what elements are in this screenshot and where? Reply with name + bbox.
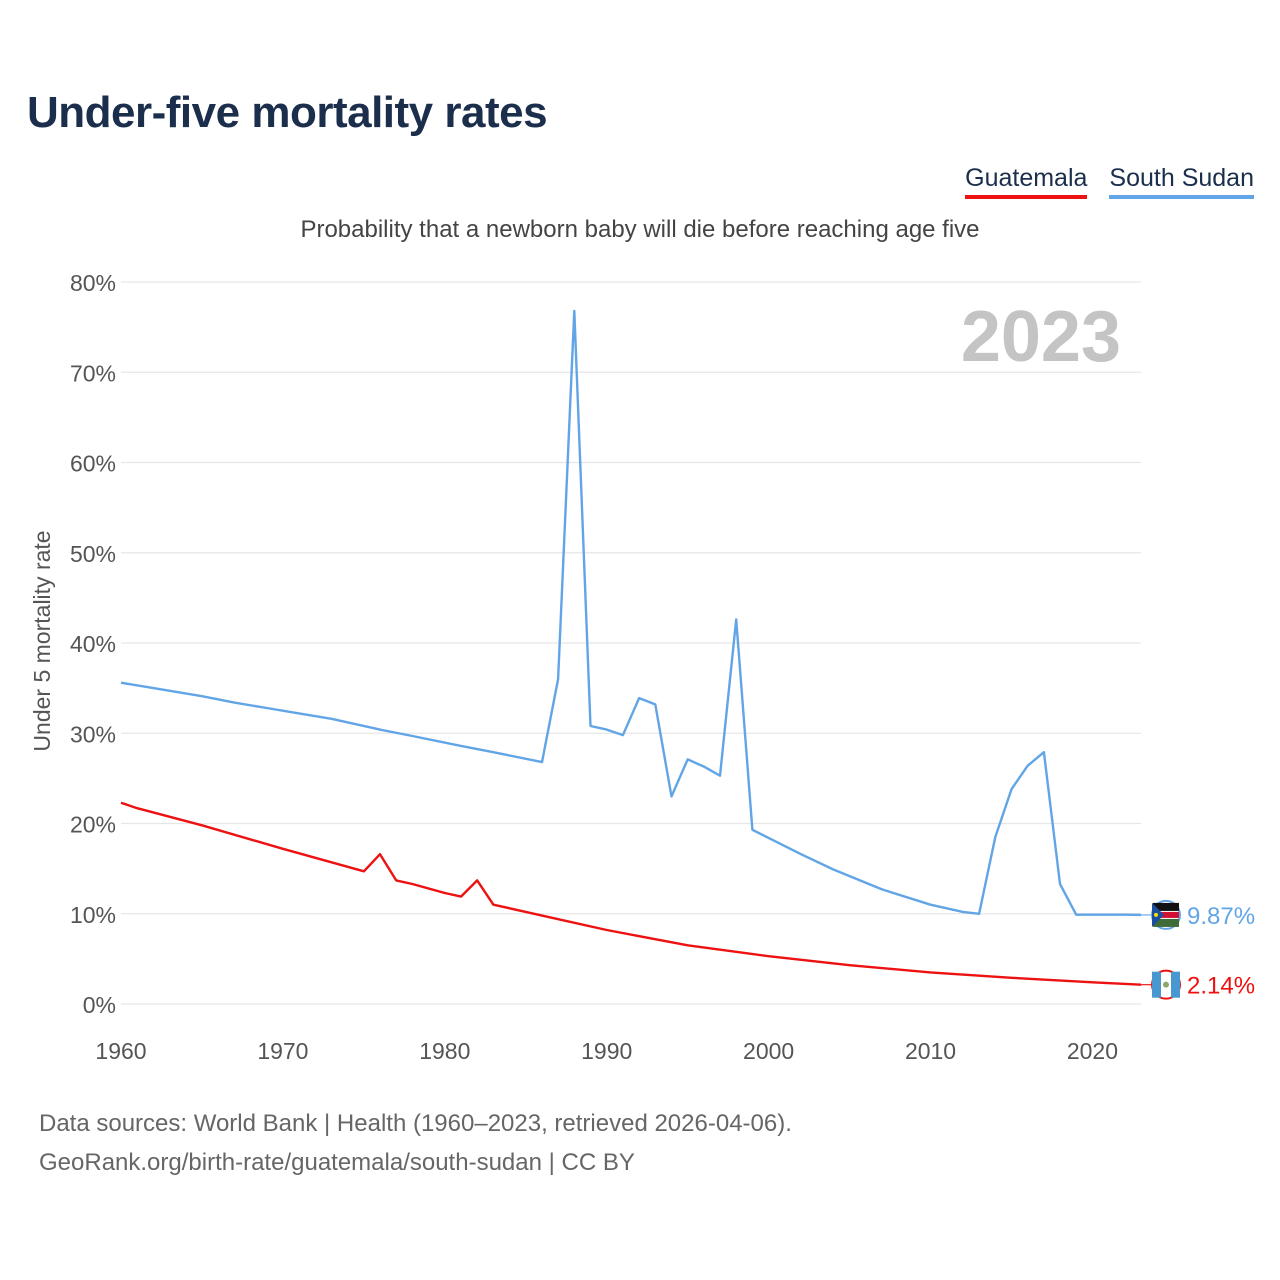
y-tick-label: 10%: [70, 902, 116, 928]
source-line-1: Data sources: World Bank | Health (1960–…: [39, 1110, 792, 1137]
series-line-guatemala: [120, 801, 1142, 986]
x-tick-label: 2000: [743, 1038, 794, 1064]
chart-subtitle: Probability that a newborn baby will die…: [300, 216, 980, 243]
legend: Guatemala South Sudan: [965, 164, 1254, 199]
legend-item-south-sudan[interactable]: South Sudan: [1109, 164, 1254, 199]
chart-title: Under-five mortality rates: [27, 88, 548, 137]
y-tick-label: 20%: [70, 812, 116, 838]
x-axis-tick-labels: 1960 1970 1980 1990 2000 2010 2020: [95, 1038, 1118, 1064]
gridlines: [121, 281, 1141, 1005]
flag-star: [1154, 912, 1158, 917]
y-tick-label: 70%: [70, 360, 116, 386]
y-tick-label: 80%: [70, 270, 116, 296]
y-axis-tick-labels: 0% 10% 20% 30% 40% 50% 60% 70% 80%: [70, 270, 116, 1018]
y-tick-label: 40%: [70, 631, 116, 657]
line-chart: 0%10%20%30%40%50%60%70%80% 1960 1970 1980 1…: [29, 270, 1255, 1064]
x-tick-label: 1990: [581, 1038, 632, 1064]
flag-stripe: [1153, 911, 1179, 918]
series-line-south-sudan: [120, 309, 1142, 917]
x-tick-label: 2020: [1067, 1038, 1118, 1064]
y-tick-label: 0%: [83, 992, 116, 1018]
end-marker-south-sudan: 9.87%: [1135, 899, 1255, 930]
flag-stripe: [1153, 902, 1179, 911]
flag-emblem: [1163, 981, 1169, 988]
end-value-label-guatemala: 2.14%: [1187, 973, 1255, 1000]
end-value-label-south-sudan: 9.87%: [1187, 903, 1255, 930]
end-marker-guatemala: 2.14%: [1135, 969, 1255, 1000]
flag-stripe: [1152, 971, 1161, 998]
x-tick-label: 1960: [95, 1038, 146, 1064]
source-note: Data sources: World Bank | Health (1960–…: [39, 1104, 792, 1182]
y-tick-label: 30%: [70, 721, 116, 747]
x-tick-label: 1970: [257, 1038, 308, 1064]
series-lines: [120, 309, 1142, 986]
x-tick-label: 1980: [419, 1038, 470, 1064]
flag-stripe: [1153, 918, 1179, 927]
source-line-2[interactable]: GeoRank.org/birth-rate/guatemala/south-s…: [39, 1149, 635, 1176]
y-axis-label: Under 5 mortality rate: [29, 530, 55, 751]
flag-stripe: [1171, 971, 1180, 998]
y-tick-label: 50%: [70, 541, 116, 567]
x-tick-label: 2010: [905, 1038, 956, 1064]
y-tick-label: 60%: [70, 451, 116, 477]
end-markers: 9.87% 2.14%: [1135, 899, 1255, 1000]
legend-item-guatemala[interactable]: Guatemala: [965, 164, 1088, 199]
year-label: 2023: [961, 297, 1121, 377]
